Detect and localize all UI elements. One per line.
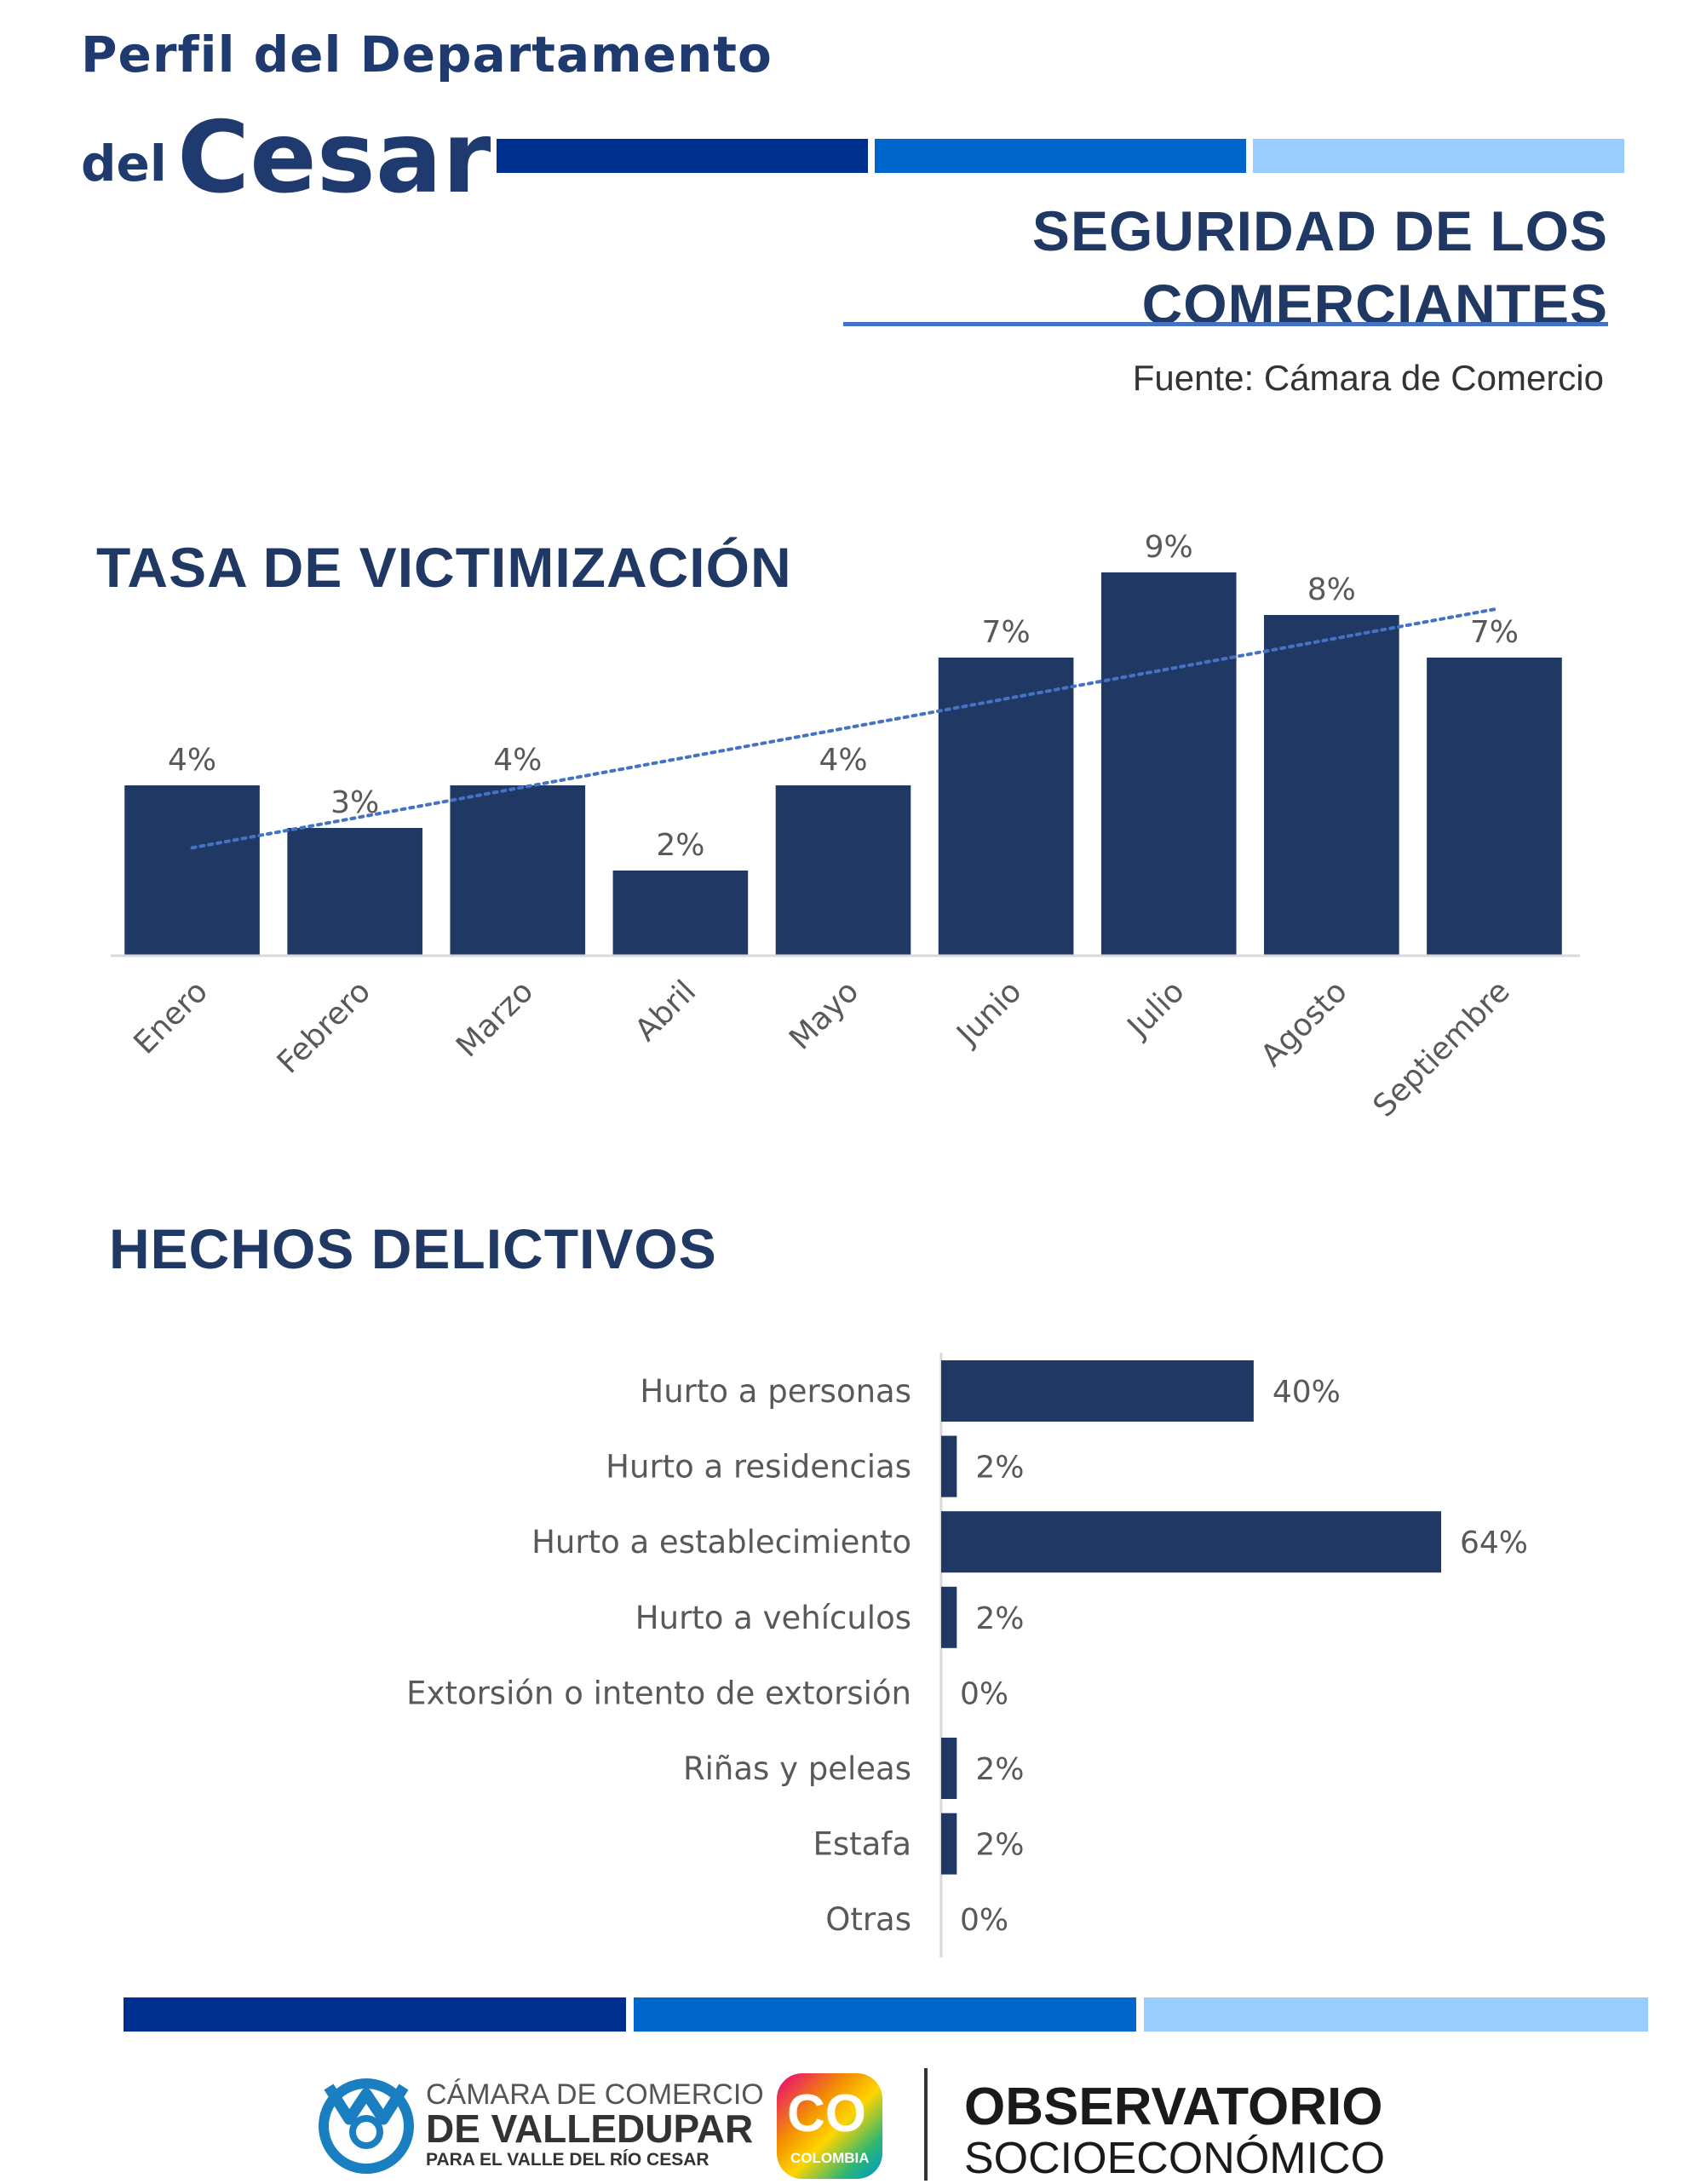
victimization-data-label: 4% xyxy=(493,743,542,778)
victimization-bar xyxy=(124,785,260,956)
criminal-acts-bar-chart: Hurto a personas 40% Hurto a residencias 2%… xyxy=(406,1353,1528,1957)
victimization-data-label: 7% xyxy=(1470,615,1519,650)
criminal-acts-bar xyxy=(941,1738,957,1799)
victimization-bar xyxy=(1427,658,1562,956)
criminal-acts-category-label: Extorsión o intento de extorsión xyxy=(406,1675,911,1711)
criminal-acts-category-label: Hurto a vehículos xyxy=(635,1600,911,1636)
criminal-acts-data-label: 2% xyxy=(975,1451,1024,1486)
criminal-acts-category-label: Riñas y peleas xyxy=(683,1750,911,1787)
colombia-text: COLOMBIA xyxy=(790,2150,870,2166)
criminal-acts-bar xyxy=(941,1360,1254,1422)
victimization-bar xyxy=(612,871,749,956)
colombia-brand-logo: CO COLOMBIA xyxy=(777,2073,882,2179)
department-profile-title: Perfil del Departamento xyxy=(81,26,773,83)
section-title-line-1: SEGURIDAD DE LOS xyxy=(1031,199,1608,262)
section-title-line-2: COMERCIANTES xyxy=(1141,273,1608,336)
footer-logos: CÁMARA DE COMERCIO DE VALLEDUPAR PARA EL… xyxy=(0,2061,1689,2183)
criminal-acts-bar xyxy=(941,1586,957,1648)
criminal-acts-category-label: Hurto a residencias xyxy=(606,1449,911,1486)
footer-divider xyxy=(924,2068,928,2181)
observatorio-title: OBSERVATORIO xyxy=(964,2078,1383,2136)
criminal-acts-data-label: 2% xyxy=(975,1752,1024,1787)
source-note: Fuente: Cámara de Comercio xyxy=(1132,358,1604,398)
victimization-data-label: 7% xyxy=(982,615,1031,650)
victimization-chart-title: TASA DE VICTIMIZACIÓN xyxy=(96,536,792,599)
criminal-acts-bar xyxy=(941,1511,1441,1573)
camara-valledupar-logo-icon xyxy=(319,2078,414,2174)
camara-line-1: CÁMARA DE COMERCIO xyxy=(426,2078,764,2111)
criminal-acts-category-label: Hurto a personas xyxy=(640,1373,911,1410)
footer-band-dark xyxy=(124,1997,626,2032)
criminal-acts-data-label: 2% xyxy=(975,1601,1024,1636)
camara-line-2: DE VALLEDUPAR xyxy=(426,2106,754,2151)
victimization-bar xyxy=(938,658,1074,956)
victimization-bar xyxy=(1264,615,1399,956)
co-text: CO xyxy=(787,2084,866,2143)
victimization-category-label: Septiembre xyxy=(1367,974,1517,1124)
criminal-acts-data-label: 0% xyxy=(960,1903,1008,1938)
criminal-acts-chart-title: HECHOS DELICTIVOS xyxy=(109,1217,717,1280)
victimization-bar xyxy=(775,785,911,956)
victimization-category-label: Junio xyxy=(950,974,1029,1053)
footer-band-mid xyxy=(634,1997,1136,2032)
victimization-category-label: Mayo xyxy=(783,974,865,1056)
criminal-acts-category-label: Otras xyxy=(825,1901,911,1938)
criminal-acts-data-label: 0% xyxy=(960,1676,1008,1711)
victimization-data-label: 8% xyxy=(1307,572,1356,607)
victimization-bar xyxy=(287,828,422,956)
department-prefix: del xyxy=(81,135,167,193)
victimization-category-label: Marzo xyxy=(450,974,540,1064)
victimization-category-label: Agosto xyxy=(1255,974,1354,1073)
victimization-data-label: 4% xyxy=(819,743,867,778)
observatorio-subtitle: SOCIOECONÓMICO xyxy=(964,2134,1386,2183)
criminal-acts-category-label: Hurto a establecimiento xyxy=(531,1524,911,1560)
victimization-bar xyxy=(1100,572,1237,956)
criminal-acts-data-label: 64% xyxy=(1460,1526,1528,1560)
victimization-data-label: 4% xyxy=(168,743,216,778)
header-band-light xyxy=(1253,139,1624,173)
header-band-mid xyxy=(875,139,1246,173)
criminal-acts-data-label: 2% xyxy=(975,1828,1024,1863)
criminal-acts-bar xyxy=(941,1435,957,1497)
criminal-acts-bar xyxy=(941,1813,957,1875)
header-band-dark xyxy=(497,139,868,173)
section-title-underline xyxy=(843,322,1608,326)
victimization-data-label: 2% xyxy=(656,828,704,863)
victimization-category-label: Enero xyxy=(128,974,215,1060)
victimization-category-label: Febrero xyxy=(271,974,377,1080)
victimization-bar xyxy=(450,785,586,956)
footer-band-light xyxy=(1144,1997,1648,2032)
victimization-bar-chart: 4%Enero3%Febrero4%Marzo2%Abril4%Mayo7%Ju… xyxy=(111,530,1580,1124)
criminal-acts-data-label: 40% xyxy=(1272,1375,1341,1410)
section-title: SEGURIDAD DE LOS COMERCIANTES xyxy=(842,194,1608,341)
victimization-data-label: 9% xyxy=(1145,530,1193,565)
victimization-trendline xyxy=(190,607,1497,850)
criminal-acts-category-label: Estafa xyxy=(813,1826,911,1863)
victimization-category-label: Abril xyxy=(629,974,703,1048)
camara-line-3: PARA EL VALLE DEL RÍO CESAR xyxy=(426,2150,709,2170)
victimization-category-label: Julio xyxy=(1120,974,1192,1045)
department-name: Cesar xyxy=(177,101,491,216)
